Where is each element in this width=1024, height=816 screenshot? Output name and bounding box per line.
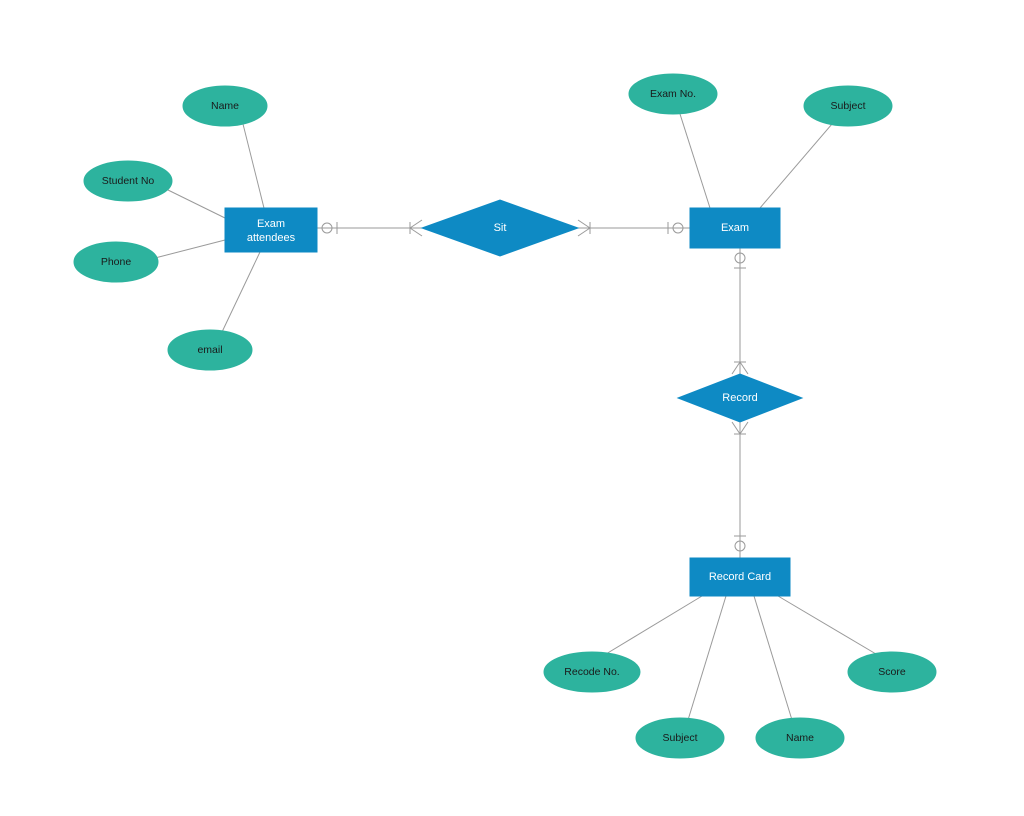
entity-label: attendees — [247, 232, 296, 244]
notation-crow — [410, 220, 422, 228]
attribute-subject1: Subject — [804, 86, 892, 126]
attribute-label: Subject — [830, 100, 865, 112]
notation-crow — [732, 362, 740, 374]
attribute-label: Score — [878, 666, 906, 678]
notation-crow — [410, 228, 422, 236]
notation-crow — [740, 362, 748, 374]
attribute-label: Exam No. — [650, 88, 696, 100]
attribute-subject2: Subject — [636, 718, 724, 758]
relationship-record: Record — [678, 374, 802, 422]
edge-attr-studentno — [168, 190, 225, 218]
relationship-label: Sit — [494, 222, 507, 234]
er-diagram-canvas: Exam attendees Exam Record Card Sit Reco… — [0, 0, 1024, 816]
attribute-label: Phone — [101, 256, 132, 268]
notation-crow — [732, 422, 740, 434]
notation-crow — [578, 220, 590, 228]
attribute-label: Name — [786, 732, 814, 744]
attribute-recode-no: Recode No. — [544, 652, 640, 692]
edge-attr-recodeno — [606, 596, 702, 654]
edge-attr-phone — [155, 240, 225, 258]
edge-attr-subject2 — [688, 596, 726, 720]
attribute-label: Student No — [102, 175, 155, 187]
notation-crow — [740, 422, 748, 434]
attribute-email: email — [168, 330, 252, 370]
attribute-exam-no: Exam No. — [629, 74, 717, 114]
attribute-name1: Name — [183, 86, 267, 126]
attribute-label: Recode No. — [564, 666, 619, 678]
attribute-phone: Phone — [74, 242, 158, 282]
edge-attr-subject1 — [760, 124, 832, 208]
entity-label: Record Card — [709, 571, 771, 583]
edge-attr-name1 — [243, 124, 264, 208]
edge-attr-name2 — [754, 596, 792, 720]
entity-exam: Exam — [690, 208, 780, 248]
attribute-name2: Name — [756, 718, 844, 758]
entity-label: Exam — [721, 222, 749, 234]
edge-attr-examno — [680, 114, 710, 208]
notation-crow — [578, 228, 590, 236]
attribute-label: Subject — [662, 732, 697, 744]
edge-attr-email — [222, 252, 260, 332]
relationship-sit: Sit — [422, 200, 578, 256]
attribute-label: Name — [211, 100, 239, 112]
entity-label: Exam — [257, 218, 285, 230]
attribute-label: email — [197, 344, 222, 356]
edge-attr-score — [778, 596, 876, 654]
attribute-student-no: Student No — [84, 161, 172, 201]
entity-exam-attendees: Exam attendees — [225, 208, 317, 252]
entity-record-card: Record Card — [690, 558, 790, 596]
relationship-label: Record — [722, 392, 757, 404]
attribute-score: Score — [848, 652, 936, 692]
